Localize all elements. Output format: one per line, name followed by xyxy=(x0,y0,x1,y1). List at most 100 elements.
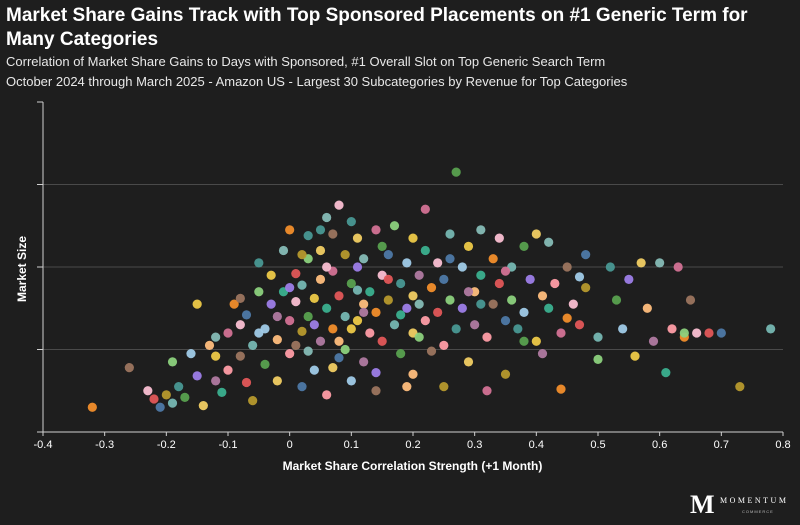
data-point xyxy=(340,344,350,355)
data-point xyxy=(445,229,455,239)
data-point xyxy=(735,382,745,392)
data-point xyxy=(593,332,603,342)
data-point xyxy=(322,303,332,313)
logo-mark: M xyxy=(690,490,715,519)
data-point xyxy=(519,241,529,251)
data-point xyxy=(352,316,363,326)
momentum-commerce-logo: M MOMENTUM COMMERCE xyxy=(676,490,796,520)
data-point xyxy=(359,307,369,317)
data-point xyxy=(488,254,498,264)
data-point xyxy=(426,283,437,293)
data-point xyxy=(272,311,282,322)
data-point xyxy=(494,278,504,289)
data-point xyxy=(630,351,640,361)
axes xyxy=(37,101,784,436)
data-point xyxy=(408,369,418,379)
data-point xyxy=(254,258,264,268)
data-point xyxy=(248,396,258,406)
data-point xyxy=(266,270,276,280)
data-point xyxy=(667,324,677,334)
x-tick-label: 0.1 xyxy=(344,439,359,451)
data-point xyxy=(531,229,541,239)
data-point xyxy=(383,274,393,284)
data-point xyxy=(272,376,282,386)
data-point xyxy=(340,250,350,260)
data-point xyxy=(445,254,455,264)
data-point xyxy=(581,283,591,293)
data-point xyxy=(562,262,572,272)
data-point xyxy=(254,328,264,338)
data-point xyxy=(315,274,326,284)
data-point xyxy=(285,225,295,235)
x-tick-label: 0.4 xyxy=(529,439,544,451)
data-point xyxy=(408,233,418,243)
data-point xyxy=(605,262,615,272)
data-point xyxy=(457,262,467,272)
chart-subtitle: Correlation of Market Share Gains to Day… xyxy=(6,54,606,69)
data-point xyxy=(309,320,319,330)
data-point xyxy=(297,382,307,392)
data-point xyxy=(414,270,424,280)
data-point xyxy=(359,299,369,309)
data-point xyxy=(457,303,467,313)
data-point xyxy=(593,354,603,364)
data-point xyxy=(414,332,424,342)
data-point xyxy=(550,278,560,289)
data-point xyxy=(322,262,332,272)
data-point xyxy=(439,382,449,392)
data-point xyxy=(223,365,233,375)
data-point xyxy=(402,382,412,392)
data-point xyxy=(537,291,548,301)
data-point xyxy=(211,351,221,361)
data-point xyxy=(377,241,387,251)
data-point xyxy=(229,299,239,309)
data-point xyxy=(303,231,313,241)
data-point xyxy=(531,336,541,346)
data-point xyxy=(174,382,184,392)
data-point xyxy=(371,368,381,378)
data-point xyxy=(636,258,646,268)
logo-name: MOMENTUM xyxy=(720,496,789,505)
data-point xyxy=(315,245,326,256)
data-point xyxy=(204,340,215,350)
x-tick-label: 0.3 xyxy=(467,439,482,451)
x-tick-label: -0.3 xyxy=(95,439,114,451)
data-point xyxy=(420,204,430,214)
data-point xyxy=(476,225,486,235)
x-tick-label: 0.8 xyxy=(775,439,790,451)
data-point xyxy=(581,250,591,260)
data-point xyxy=(396,349,406,359)
data-point xyxy=(352,262,363,272)
data-point xyxy=(704,328,714,338)
data-point xyxy=(648,336,659,346)
data-point xyxy=(519,307,529,317)
data-point xyxy=(766,324,776,334)
data-point xyxy=(198,401,208,411)
data-point xyxy=(260,359,270,369)
data-point xyxy=(414,299,424,309)
data-point xyxy=(124,363,134,373)
data-point xyxy=(315,336,326,346)
data-point xyxy=(500,369,511,379)
data-point xyxy=(192,371,202,381)
data-point xyxy=(377,336,387,346)
data-point xyxy=(463,287,474,297)
data-point xyxy=(161,390,171,400)
x-tick-label: -0.1 xyxy=(219,439,238,451)
data-point xyxy=(544,237,554,247)
data-point xyxy=(716,328,726,338)
data-point xyxy=(371,225,381,235)
data-point xyxy=(371,386,381,396)
data-point xyxy=(408,291,418,301)
data-point xyxy=(488,299,498,309)
data-point xyxy=(272,335,282,345)
data-point xyxy=(365,287,375,297)
data-point xyxy=(297,326,307,336)
data-point xyxy=(352,233,363,243)
data-point xyxy=(291,340,301,350)
data-point xyxy=(241,310,252,320)
data-point xyxy=(334,353,344,363)
x-tick-label: -0.4 xyxy=(34,439,53,451)
data-point xyxy=(470,320,480,330)
data-point xyxy=(611,295,622,305)
